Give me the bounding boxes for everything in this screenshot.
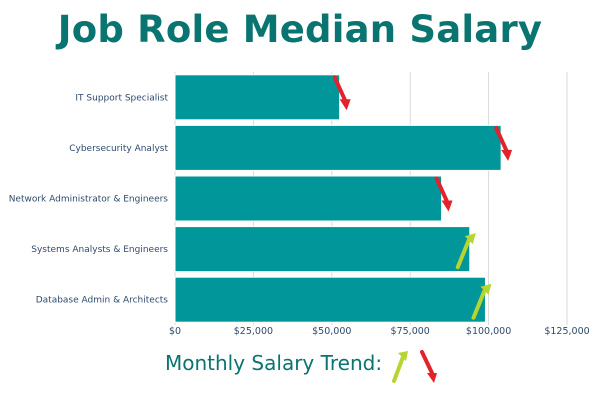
category-label: Systems Analysts & Engineers: [31, 245, 168, 255]
bar: [174, 175, 443, 222]
category-label: Network Administrator & Engineers: [9, 195, 169, 205]
trend-up-arrow-icon: [455, 233, 476, 270]
bar: [174, 124, 502, 171]
trend-arrow-head: [339, 99, 351, 111]
category-label: IT Support Specialist: [75, 93, 168, 103]
trend-arrow-head: [480, 283, 492, 295]
trend-arrow-head: [464, 233, 476, 245]
bar: [174, 226, 471, 273]
legend-label: Monthly Salary Trend:: [165, 351, 383, 375]
trend-arrow-shaft: [471, 288, 487, 320]
trend-arrow-head: [501, 149, 513, 161]
bar-chart: $0 $25,000 $50,000 $75,000 $100,000 $125,000 I…: [9, 72, 590, 337]
chart-title: Job Role Median Salary: [57, 8, 543, 51]
category-label: Database Admin & Architects: [36, 296, 169, 306]
trend-arrow-shaft: [494, 125, 509, 152]
trend-arrow-shaft: [455, 238, 471, 270]
x-tick-label: $25,000: [234, 326, 273, 337]
trend-up-arrow-icon: [471, 283, 492, 320]
x-tick-label: $0: [169, 326, 181, 337]
x-tick-label: $50,000: [312, 326, 351, 337]
x-tick-label: $75,000: [391, 326, 430, 337]
legend-down-arrow-icon: [420, 350, 437, 383]
legend-up-arrow-icon: [392, 351, 408, 383]
arrow-down-icon: [420, 350, 434, 375]
legend-arrows: [392, 350, 437, 383]
category-label: Cybersecurity Analyst: [69, 144, 168, 154]
trend-arrow-head: [441, 200, 453, 212]
x-tick-label: $100,000: [466, 326, 511, 337]
arrow-up-head: [398, 351, 408, 361]
trend-down-arrow-icon: [494, 125, 513, 161]
trend-arrow-shaft: [332, 75, 347, 102]
trend-arrow-shaft: [434, 176, 449, 203]
bar: [174, 276, 486, 323]
trend-down-arrow-icon: [434, 176, 453, 212]
arrow-down-head: [427, 373, 437, 383]
x-tick-label: $125,000: [544, 326, 589, 337]
arrow-up-icon: [392, 355, 405, 383]
bar: [174, 74, 341, 121]
trend-down-arrow-icon: [332, 75, 351, 111]
